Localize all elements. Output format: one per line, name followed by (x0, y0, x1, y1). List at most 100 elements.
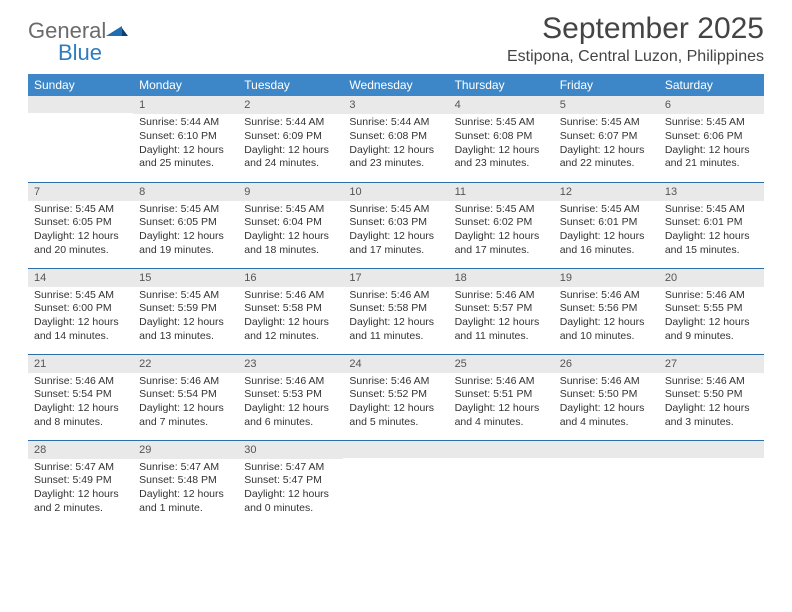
sunrise-line: Sunrise: 5:45 AM (560, 116, 653, 130)
cell-body: Sunrise: 5:46 AMSunset: 5:54 PMDaylight:… (28, 373, 133, 434)
sunset-line: Sunset: 5:51 PM (455, 388, 548, 402)
title-block: September 2025 Estipona, Central Luzon, … (507, 12, 764, 66)
calendar-cell: 13Sunrise: 5:45 AMSunset: 6:01 PMDayligh… (659, 182, 764, 268)
day-number: 24 (343, 355, 448, 373)
calendar-cell: 21Sunrise: 5:46 AMSunset: 5:54 PMDayligh… (28, 354, 133, 440)
day-number: 29 (133, 441, 238, 459)
sunrise-line: Sunrise: 5:45 AM (560, 203, 653, 217)
empty-daynum (554, 441, 659, 458)
daylight-line: Daylight: 12 hours and 25 minutes. (139, 144, 232, 171)
sunrise-line: Sunrise: 5:44 AM (244, 116, 337, 130)
calendar-cell (28, 96, 133, 182)
calendar-cell: 20Sunrise: 5:46 AMSunset: 5:55 PMDayligh… (659, 268, 764, 354)
sunrise-line: Sunrise: 5:46 AM (455, 375, 548, 389)
empty-daynum (28, 96, 133, 113)
daylight-line: Daylight: 12 hours and 23 minutes. (349, 144, 442, 171)
cell-body: Sunrise: 5:44 AMSunset: 6:08 PMDaylight:… (343, 114, 448, 175)
sunrise-line: Sunrise: 5:45 AM (139, 203, 232, 217)
empty-daynum (449, 441, 554, 458)
day-number: 6 (659, 96, 764, 114)
sunrise-line: Sunrise: 5:46 AM (455, 289, 548, 303)
location: Estipona, Central Luzon, Philippines (507, 48, 764, 66)
sunrise-line: Sunrise: 5:45 AM (455, 116, 548, 130)
brand-logo: General Blue (28, 12, 128, 64)
sunset-line: Sunset: 5:49 PM (34, 474, 127, 488)
calendar-cell: 2Sunrise: 5:44 AMSunset: 6:09 PMDaylight… (238, 96, 343, 182)
calendar-cell: 9Sunrise: 5:45 AMSunset: 6:04 PMDaylight… (238, 182, 343, 268)
cell-body: Sunrise: 5:45 AMSunset: 6:01 PMDaylight:… (659, 201, 764, 262)
calendar-week: 1Sunrise: 5:44 AMSunset: 6:10 PMDaylight… (28, 96, 764, 182)
calendar-cell: 28Sunrise: 5:47 AMSunset: 5:49 PMDayligh… (28, 440, 133, 526)
day-number: 8 (133, 183, 238, 201)
sunrise-line: Sunrise: 5:45 AM (34, 289, 127, 303)
sunrise-line: Sunrise: 5:46 AM (349, 375, 442, 389)
cell-body: Sunrise: 5:46 AMSunset: 5:52 PMDaylight:… (343, 373, 448, 434)
sunset-line: Sunset: 5:56 PM (560, 302, 653, 316)
calendar-cell: 18Sunrise: 5:46 AMSunset: 5:57 PMDayligh… (449, 268, 554, 354)
sunset-line: Sunset: 6:03 PM (349, 216, 442, 230)
daylight-line: Daylight: 12 hours and 6 minutes. (244, 402, 337, 429)
sunset-line: Sunset: 5:54 PM (139, 388, 232, 402)
sunset-line: Sunset: 6:05 PM (139, 216, 232, 230)
daylight-line: Daylight: 12 hours and 17 minutes. (349, 230, 442, 257)
day-number: 15 (133, 269, 238, 287)
sunset-line: Sunset: 6:07 PM (560, 130, 653, 144)
sunset-line: Sunset: 6:01 PM (560, 216, 653, 230)
cell-body: Sunrise: 5:46 AMSunset: 5:57 PMDaylight:… (449, 287, 554, 348)
daylight-line: Daylight: 12 hours and 4 minutes. (560, 402, 653, 429)
sunset-line: Sunset: 5:54 PM (34, 388, 127, 402)
daylight-line: Daylight: 12 hours and 22 minutes. (560, 144, 653, 171)
sunset-line: Sunset: 6:08 PM (455, 130, 548, 144)
cell-body: Sunrise: 5:45 AMSunset: 6:05 PMDaylight:… (133, 201, 238, 262)
sunset-line: Sunset: 6:05 PM (34, 216, 127, 230)
sunrise-line: Sunrise: 5:46 AM (34, 375, 127, 389)
day-number: 12 (554, 183, 659, 201)
day-number: 26 (554, 355, 659, 373)
daylight-line: Daylight: 12 hours and 11 minutes. (455, 316, 548, 343)
daylight-line: Daylight: 12 hours and 24 minutes. (244, 144, 337, 171)
sunset-line: Sunset: 6:00 PM (34, 302, 127, 316)
sunrise-line: Sunrise: 5:45 AM (34, 203, 127, 217)
sunrise-line: Sunrise: 5:46 AM (560, 289, 653, 303)
calendar-cell: 7Sunrise: 5:45 AMSunset: 6:05 PMDaylight… (28, 182, 133, 268)
daylight-line: Daylight: 12 hours and 20 minutes. (34, 230, 127, 257)
daylight-line: Daylight: 12 hours and 4 minutes. (455, 402, 548, 429)
sunrise-line: Sunrise: 5:46 AM (244, 375, 337, 389)
calendar-cell: 16Sunrise: 5:46 AMSunset: 5:58 PMDayligh… (238, 268, 343, 354)
calendar-cell (659, 440, 764, 526)
sunrise-line: Sunrise: 5:45 AM (244, 203, 337, 217)
daylight-line: Daylight: 12 hours and 11 minutes. (349, 316, 442, 343)
daylight-line: Daylight: 12 hours and 1 minute. (139, 488, 232, 515)
calendar-table: SundayMondayTuesdayWednesdayThursdayFrid… (28, 74, 764, 526)
sunrise-line: Sunrise: 5:45 AM (349, 203, 442, 217)
daylight-line: Daylight: 12 hours and 13 minutes. (139, 316, 232, 343)
sunset-line: Sunset: 5:48 PM (139, 474, 232, 488)
calendar-cell: 24Sunrise: 5:46 AMSunset: 5:52 PMDayligh… (343, 354, 448, 440)
cell-body: Sunrise: 5:46 AMSunset: 5:50 PMDaylight:… (554, 373, 659, 434)
sunset-line: Sunset: 6:08 PM (349, 130, 442, 144)
sunset-line: Sunset: 5:55 PM (665, 302, 758, 316)
cell-body: Sunrise: 5:46 AMSunset: 5:54 PMDaylight:… (133, 373, 238, 434)
day-number: 27 (659, 355, 764, 373)
daylight-line: Daylight: 12 hours and 9 minutes. (665, 316, 758, 343)
sunrise-line: Sunrise: 5:46 AM (244, 289, 337, 303)
daylight-line: Daylight: 12 hours and 12 minutes. (244, 316, 337, 343)
cell-body: Sunrise: 5:45 AMSunset: 6:08 PMDaylight:… (449, 114, 554, 175)
day-number: 18 (449, 269, 554, 287)
cell-body: Sunrise: 5:45 AMSunset: 6:04 PMDaylight:… (238, 201, 343, 262)
calendar-cell: 30Sunrise: 5:47 AMSunset: 5:47 PMDayligh… (238, 440, 343, 526)
days-of-week-row: SundayMondayTuesdayWednesdayThursdayFrid… (28, 74, 764, 96)
day-number: 3 (343, 96, 448, 114)
cell-body: Sunrise: 5:44 AMSunset: 6:10 PMDaylight:… (133, 114, 238, 175)
calendar-cell: 11Sunrise: 5:45 AMSunset: 6:02 PMDayligh… (449, 182, 554, 268)
daylight-line: Daylight: 12 hours and 3 minutes. (665, 402, 758, 429)
calendar-cell: 22Sunrise: 5:46 AMSunset: 5:54 PMDayligh… (133, 354, 238, 440)
calendar-cell: 5Sunrise: 5:45 AMSunset: 6:07 PMDaylight… (554, 96, 659, 182)
daylight-line: Daylight: 12 hours and 15 minutes. (665, 230, 758, 257)
sunrise-line: Sunrise: 5:47 AM (34, 461, 127, 475)
daylight-line: Daylight: 12 hours and 5 minutes. (349, 402, 442, 429)
cell-body: Sunrise: 5:45 AMSunset: 6:03 PMDaylight:… (343, 201, 448, 262)
day-number: 9 (238, 183, 343, 201)
day-number: 10 (343, 183, 448, 201)
sunset-line: Sunset: 6:09 PM (244, 130, 337, 144)
